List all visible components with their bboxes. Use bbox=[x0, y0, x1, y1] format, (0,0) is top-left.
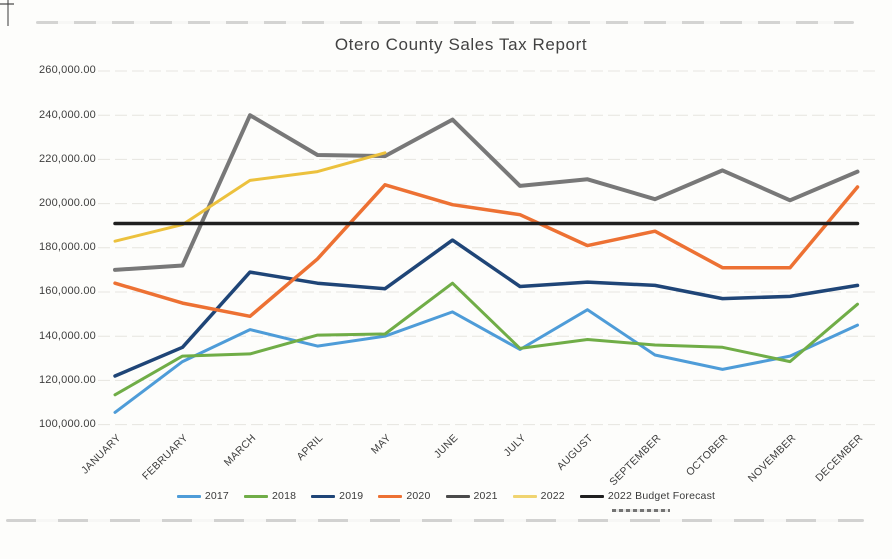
series-line-2020 bbox=[113, 183, 860, 319]
scan-artifact-mark bbox=[612, 509, 670, 512]
legend-line-swatch-2020 bbox=[378, 494, 403, 498]
series-line-2019 bbox=[113, 238, 860, 378]
scan-artifact-top bbox=[36, 21, 854, 24]
y-tick-label: 100,000.00 bbox=[38, 418, 96, 430]
series-line-2017 bbox=[113, 308, 859, 414]
legend-label: 2017 bbox=[204, 490, 229, 502]
legend-line-swatch-2019 bbox=[311, 494, 336, 498]
legend-label: 2020 bbox=[406, 490, 431, 502]
y-tick-label: 180,000.00 bbox=[38, 241, 96, 253]
series-line-2018 bbox=[113, 281, 859, 397]
legend-line-swatch-2017 bbox=[176, 494, 201, 498]
legend-label: 2021 bbox=[473, 490, 498, 502]
legend-label: 2018 bbox=[271, 490, 297, 502]
scan-artifact-bottom bbox=[6, 519, 864, 522]
chart-legend: 2017 2018 2019 2020 2021 2022 2022 Budge… bbox=[0, 490, 892, 502]
y-tick-label: 140,000.00 bbox=[38, 330, 96, 342]
scan-artifact-corner bbox=[0, 3, 14, 5]
series-line-2022 bbox=[113, 151, 387, 243]
legend-item-2018: 2018 bbox=[243, 490, 297, 502]
legend-line-swatch-2021 bbox=[445, 494, 470, 498]
legend-line-swatch-2022-budget-forecast bbox=[579, 494, 604, 498]
legend-label: 2022 bbox=[540, 490, 565, 502]
scan-artifact-left-edge bbox=[7, 0, 9, 26]
series-line-2021 bbox=[113, 113, 860, 272]
chart-title: Otero County Sales Tax Report bbox=[334, 35, 588, 54]
legend-item-2019: 2019 bbox=[311, 490, 363, 502]
y-tick-label: 120,000.00 bbox=[38, 374, 96, 386]
y-tick-label: 160,000.00 bbox=[38, 285, 96, 297]
legend-label: 2022 Budget Forecast bbox=[607, 490, 716, 502]
legend-item-2021: 2021 bbox=[445, 490, 498, 502]
legend-item-2022: 2022 bbox=[512, 490, 565, 502]
y-tick-label: 260,000.00 bbox=[38, 64, 96, 76]
y-tick-label: 200,000.00 bbox=[38, 197, 96, 209]
legend-item-2022-budget-forecast: 2022 Budget Forecast bbox=[579, 490, 716, 502]
legend-line-swatch-2018 bbox=[243, 494, 268, 498]
y-tick-label: 240,000.00 bbox=[38, 109, 96, 121]
y-tick-label: 220,000.00 bbox=[38, 153, 96, 165]
legend-item-2017: 2017 bbox=[176, 490, 229, 502]
y-axis: 260,000.00 240,000.00 220,000.00 200,000… bbox=[18, 0, 96, 440]
legend-label: 2019 bbox=[339, 490, 364, 502]
legend-line-swatch-2022 bbox=[512, 494, 537, 498]
legend-item-2020: 2020 bbox=[378, 490, 430, 502]
